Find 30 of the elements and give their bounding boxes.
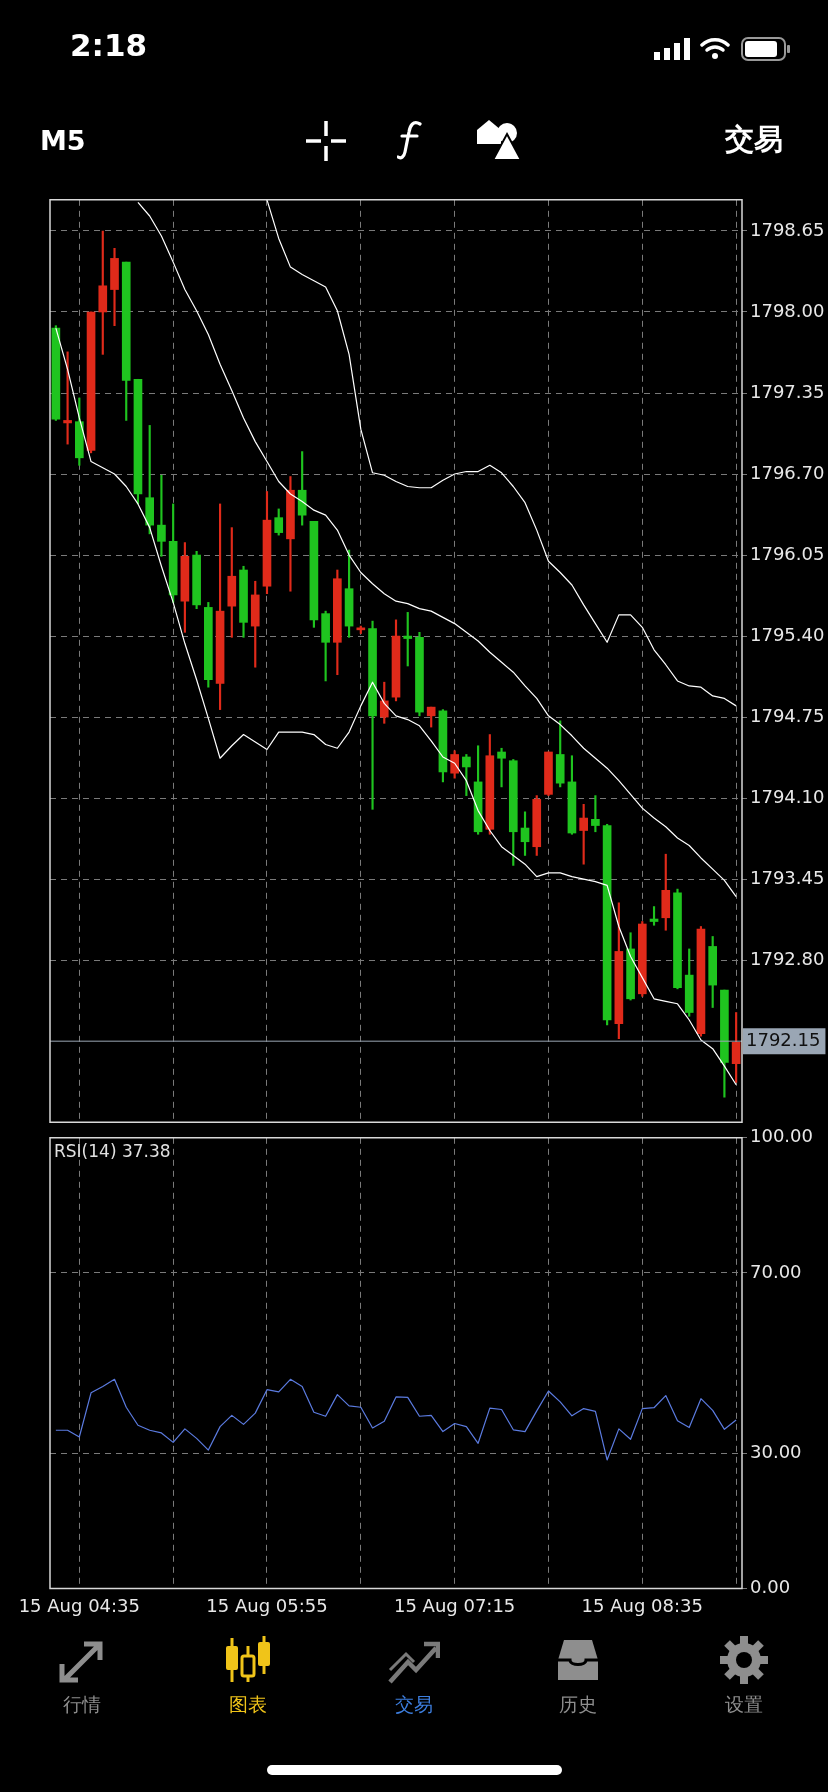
x-tick-label: 15 Aug 05:55 (206, 1594, 328, 1616)
y-tick-label: 1797.35 (750, 380, 825, 402)
y-tick-label: 1796.70 (750, 461, 825, 483)
text: 2:18 (70, 27, 148, 63)
y-tick-label: 30.00 (750, 1440, 802, 1462)
text: M5 (40, 125, 86, 156)
y-tick-label: 70.00 (750, 1260, 802, 1282)
text: 图表 (228, 1693, 268, 1715)
y-tick-label: 1793.45 (750, 866, 825, 888)
x-tick-label: 15 Aug 08:35 (581, 1594, 703, 1616)
x-tick-label: 15 Aug 04:35 (18, 1594, 141, 1616)
x-tick-label: 15 Aug 07:15 (393, 1594, 516, 1616)
text: 交易 (394, 1693, 434, 1715)
text: 历史 (558, 1693, 598, 1715)
text: 行情 (62, 1693, 102, 1715)
candlestick (157, 474, 166, 557)
y-tick-label: 1792.80 (750, 947, 825, 969)
chart-title: RSI(14) 37.38 (54, 1140, 171, 1161)
text: 设置 (724, 1693, 764, 1715)
y-tick-label: 1796.05 (750, 542, 825, 564)
text: 交易 (725, 122, 783, 156)
y-tick-label: 1795.40 (750, 623, 825, 645)
y-tick-label: 1794.10 (750, 785, 825, 807)
ref-line-label: 1792.15 (746, 1028, 821, 1050)
y-tick-label: 1798.65 (750, 218, 825, 240)
y-tick-label: 100.00 (750, 1125, 813, 1147)
y-tick-label: 1798.00 (750, 299, 825, 321)
y-tick-label: 1794.75 (750, 704, 825, 726)
candlestick (497, 747, 506, 788)
y-tick-label: 0.00 (750, 1576, 791, 1598)
